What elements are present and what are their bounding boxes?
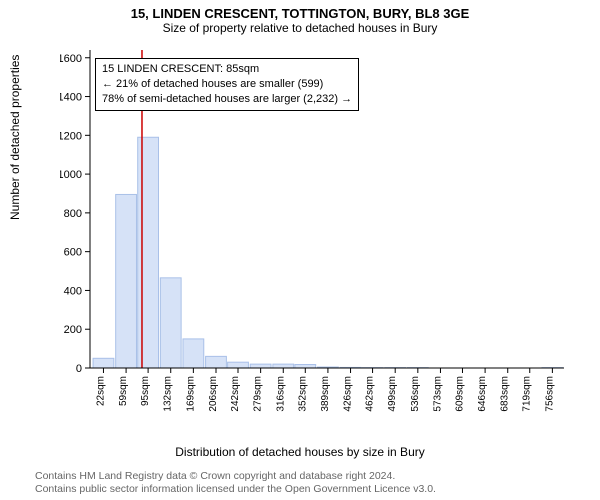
- x-tick-label: 462sqm: [365, 376, 376, 412]
- x-tick-label: 719sqm: [522, 376, 533, 412]
- y-axis-label: Number of detached properties: [8, 55, 22, 220]
- y-tick-label: 0: [76, 363, 82, 375]
- x-tick-label: 683sqm: [500, 376, 511, 412]
- y-tick-label: 1000: [60, 169, 82, 181]
- y-tick-label: 1200: [60, 130, 82, 142]
- annotation-line-1: 15 LINDEN CRESCENT: 85sqm: [102, 62, 352, 77]
- x-axis-label: Distribution of detached houses by size …: [0, 445, 600, 459]
- footer-line-1: Contains HM Land Registry data © Crown c…: [35, 470, 436, 483]
- page-subtitle: Size of property relative to detached ho…: [0, 21, 600, 35]
- footer-line-2: Contains public sector information licen…: [35, 483, 436, 496]
- x-tick-label: 646sqm: [477, 376, 488, 412]
- y-tick-label: 1600: [60, 53, 82, 65]
- x-tick-label: 389sqm: [320, 376, 331, 412]
- x-tick-label: 536sqm: [410, 376, 421, 412]
- y-tick-label: 800: [64, 208, 82, 220]
- annotation-line-2: ← 21% of detached houses are smaller (59…: [102, 77, 352, 92]
- y-tick-label: 1400: [60, 92, 82, 104]
- x-tick-label: 242sqm: [230, 376, 241, 412]
- histogram-bar: [228, 362, 249, 368]
- x-tick-label: 426sqm: [343, 376, 354, 412]
- annotation-line-3: 78% of semi-detached houses are larger (…: [102, 92, 352, 107]
- x-tick-label: 352sqm: [297, 376, 308, 412]
- x-tick-label: 573sqm: [432, 376, 443, 412]
- x-tick-label: 132sqm: [163, 376, 174, 412]
- x-tick-label: 756sqm: [544, 376, 555, 412]
- x-tick-label: 609sqm: [454, 376, 465, 412]
- y-tick-label: 200: [64, 324, 82, 336]
- annotation-box: 15 LINDEN CRESCENT: 85sqm ← 21% of detac…: [95, 58, 359, 111]
- histogram-bar: [273, 364, 294, 368]
- histogram-bar: [183, 339, 204, 368]
- x-tick-label: 499sqm: [387, 376, 398, 412]
- histogram-bar: [116, 194, 137, 368]
- x-tick-label: 316sqm: [275, 376, 286, 412]
- footer-attribution: Contains HM Land Registry data © Crown c…: [35, 470, 436, 496]
- histogram-bar: [206, 356, 227, 368]
- x-tick-label: 169sqm: [185, 376, 196, 412]
- histogram-bar: [295, 365, 316, 368]
- x-tick-label: 206sqm: [208, 376, 219, 412]
- histogram-bar: [250, 364, 271, 368]
- page-title: 15, LINDEN CRESCENT, TOTTINGTON, BURY, B…: [0, 6, 600, 21]
- x-tick-label: 59sqm: [118, 376, 129, 406]
- histogram-bar: [93, 358, 114, 368]
- x-tick-label: 22sqm: [95, 376, 106, 406]
- y-tick-label: 400: [64, 285, 82, 297]
- y-tick-label: 600: [64, 247, 82, 259]
- x-tick-label: 279sqm: [253, 376, 264, 412]
- x-tick-label: 95sqm: [140, 376, 151, 406]
- histogram-bar: [160, 278, 181, 368]
- histogram-bar: [138, 137, 159, 368]
